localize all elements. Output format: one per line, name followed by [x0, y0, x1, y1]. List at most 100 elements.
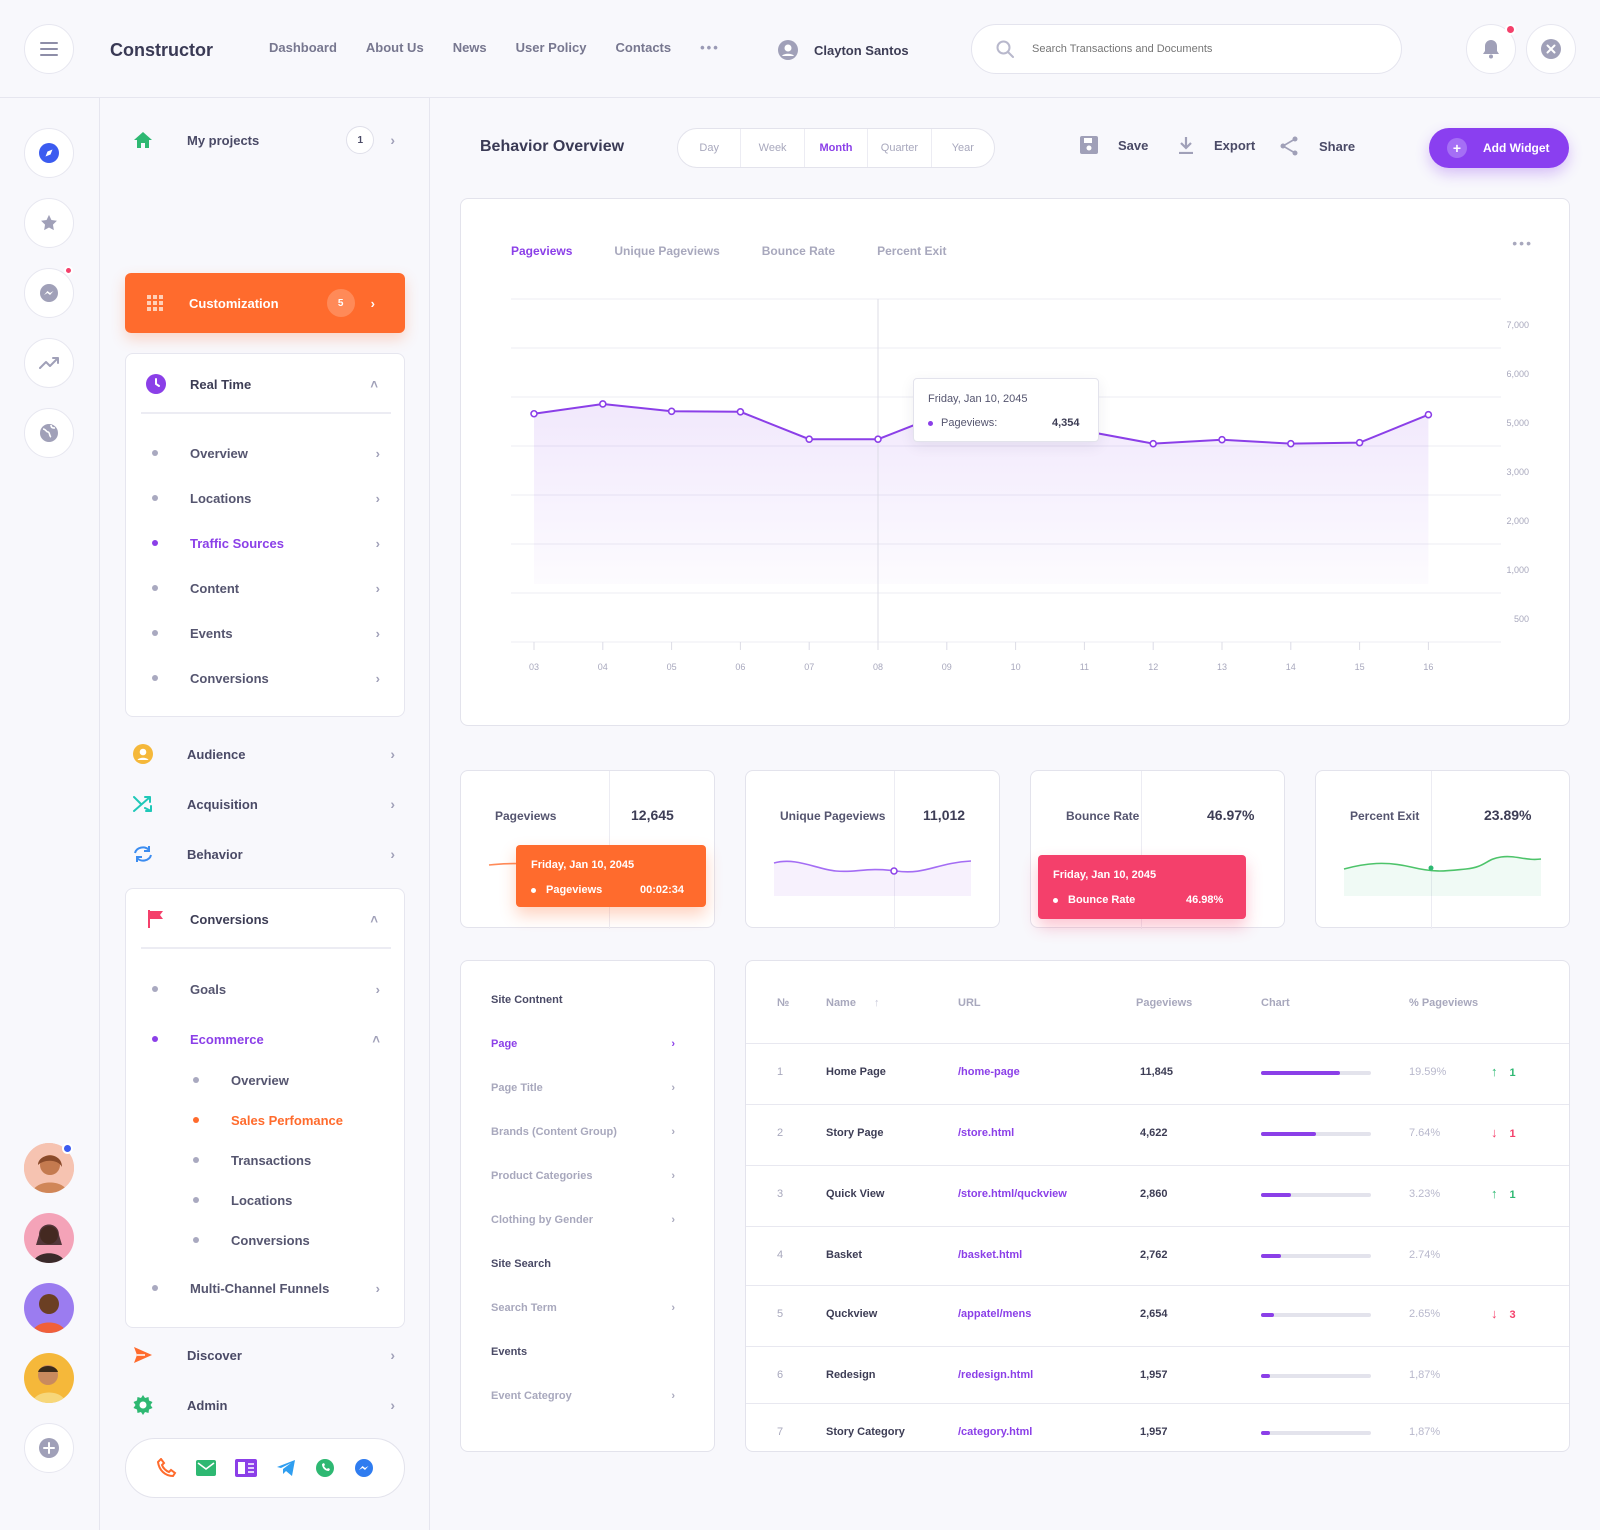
- phone-icon[interactable]: [156, 1458, 177, 1478]
- row-url[interactable]: /category.html: [958, 1426, 1033, 1438]
- row-url[interactable]: /basket.html: [958, 1249, 1023, 1261]
- nav-more-icon[interactable]: •••: [700, 40, 720, 55]
- table-row[interactable]: 7 Story Category/category.html 1,957 1,87%: [746, 1403, 1569, 1451]
- rail-trends-button[interactable]: [24, 338, 74, 388]
- sidebar-item-my-projects[interactable]: My projects 1 ›: [123, 120, 405, 160]
- sidebar-item-discover[interactable]: Discover ›: [123, 1335, 405, 1375]
- row-percent: 2.74%: [1409, 1249, 1441, 1261]
- chevron-right-icon: ›: [671, 1038, 675, 1050]
- save-button[interactable]: Save: [1080, 136, 1148, 154]
- sidebar: My projects 1 › Customization 5 › Real T…: [100, 98, 430, 1530]
- conversions-group: Conversions ˄ Goals › Ecommerce ˄ Overview…: [125, 888, 405, 1328]
- rail-messenger-button[interactable]: [24, 268, 74, 318]
- period-week[interactable]: Week: [741, 129, 805, 167]
- mail-icon[interactable]: [195, 1460, 216, 1476]
- sidebar-item-audience[interactable]: Audience ›: [123, 734, 405, 774]
- user-profile[interactable]: Clayton Santos: [778, 40, 909, 60]
- stat-label: Pageviews: [495, 809, 557, 823]
- col-name-label: Name: [826, 997, 856, 1009]
- content-row-page-title[interactable]: Page Title ›: [491, 1082, 675, 1094]
- search-input[interactable]: [1032, 43, 1362, 55]
- table-row[interactable]: 3 Quick View/store.html/quckview 2,860 3.23…: [746, 1165, 1569, 1225]
- tab-bounce-rate[interactable]: Bounce Rate: [761, 244, 836, 258]
- chevron-right-icon: ›: [671, 1170, 675, 1182]
- menu-button[interactable]: [24, 24, 74, 74]
- row-url[interactable]: /appatel/mens: [958, 1308, 1032, 1320]
- content-row-product-categories[interactable]: Product Categories ›: [491, 1170, 675, 1182]
- share-button[interactable]: Share: [1279, 136, 1355, 156]
- rail-explore-button[interactable]: [24, 128, 74, 178]
- stat-card-percent-exit[interactable]: Percent Exit 23.89%: [1315, 770, 1570, 929]
- nav-news[interactable]: News: [452, 40, 487, 55]
- content-row-clothing-by-gender[interactable]: Clothing by Gender ›: [491, 1214, 675, 1226]
- content-row-event-category[interactable]: Event Categroy ›: [491, 1390, 675, 1402]
- popup-value: 00:02:34: [640, 884, 685, 896]
- sidebar-item-behavior[interactable]: Behavior ›: [123, 834, 405, 874]
- sidebar-item-multi-channel-funnels[interactable]: Multi-Channel Funnels ›: [126, 1273, 406, 1303]
- table-row[interactable]: 5 Quckview/appatel/mens 2,654 2.65% ↓ 3: [746, 1285, 1569, 1345]
- nav-user-policy[interactable]: User Policy: [515, 40, 587, 55]
- save-icon: [1080, 136, 1098, 154]
- ecommerce-item-locations[interactable]: Locations: [126, 1185, 406, 1215]
- sidebar-item-events[interactable]: Events ›: [126, 618, 406, 648]
- sidebar-item-content[interactable]: Content ›: [126, 573, 406, 603]
- sidebar-item-traffic-sources[interactable]: Traffic Sources ›: [126, 528, 406, 558]
- sidebar-item-customization[interactable]: Customization 5 ›: [125, 273, 405, 333]
- chart-more-icon[interactable]: •••: [1512, 235, 1533, 251]
- ecommerce-item-overview[interactable]: Overview: [126, 1065, 406, 1095]
- row-url[interactable]: /home-page: [958, 1066, 1020, 1078]
- sidebar-item-locations[interactable]: Locations ›: [126, 483, 406, 513]
- row-url[interactable]: /store.html: [958, 1127, 1015, 1139]
- team-avatar-4[interactable]: [24, 1353, 74, 1403]
- period-year[interactable]: Year: [951, 142, 974, 154]
- stat-card-pageviews[interactable]: Pageviews 12,645 Friday, Jan 10, 2045 Pa…: [460, 770, 715, 929]
- table-row[interactable]: 1 Home Page/home-page 11,845 19.59% ↑ 1: [746, 1043, 1569, 1103]
- stat-card-unique-pageviews[interactable]: Unique Pageviews 11,012: [745, 770, 1000, 929]
- real-time-header[interactable]: Real Time ˄: [126, 369, 406, 399]
- tab-percent-exit[interactable]: Percent Exit: [877, 244, 947, 258]
- sidebar-item-conversions[interactable]: Conversions ›: [126, 663, 406, 693]
- period-day[interactable]: Day: [678, 129, 742, 167]
- col-name[interactable]: Name ↑: [826, 997, 879, 1009]
- export-button[interactable]: Export: [1178, 136, 1255, 154]
- table-row[interactable]: 6 Redesign/redesign.html 1,957 1,87%: [746, 1346, 1569, 1406]
- stat-card-bounce-rate[interactable]: Bounce Rate 46.97% Friday, Jan 10, 2045 …: [1030, 770, 1285, 929]
- whatsapp-icon[interactable]: [315, 1458, 335, 1478]
- table-row[interactable]: 4 Basket/basket.html 2,762 2.74%: [746, 1226, 1569, 1286]
- sidebar-item-acquisition[interactable]: Acquisition ›: [123, 784, 405, 824]
- ecommerce-item-sales-performance[interactable]: Sales Perfomance: [126, 1105, 406, 1135]
- content-row-page[interactable]: Page ›: [491, 1038, 675, 1050]
- ecommerce-item-transactions[interactable]: Transactions: [126, 1145, 406, 1175]
- add-widget-button[interactable]: + Add Widget: [1429, 128, 1569, 168]
- rail-globe-button[interactable]: [24, 408, 74, 458]
- period-quarter[interactable]: Quarter: [868, 129, 932, 167]
- messenger-icon[interactable]: [354, 1458, 374, 1478]
- team-avatar-1[interactable]: [24, 1143, 74, 1193]
- content-row-search-term[interactable]: Search Term ›: [491, 1302, 675, 1314]
- add-member-button[interactable]: [24, 1423, 74, 1473]
- sidebar-item-overview[interactable]: Overview ›: [126, 438, 406, 468]
- nav-contacts[interactable]: Contacts: [615, 40, 672, 55]
- period-month[interactable]: Month: [805, 129, 869, 167]
- sidebar-item-admin[interactable]: Admin ›: [123, 1385, 405, 1425]
- nav-about-us[interactable]: About Us: [365, 40, 424, 55]
- row-url[interactable]: /redesign.html: [958, 1369, 1034, 1381]
- news-icon[interactable]: [234, 1459, 257, 1477]
- ecommerce-item-conversions[interactable]: Conversions: [126, 1225, 406, 1255]
- tab-unique-pageviews[interactable]: Unique Pageviews: [614, 244, 720, 258]
- team-avatar-2[interactable]: [24, 1213, 74, 1263]
- col-percent-pageviews: % Pageviews: [1409, 997, 1479, 1009]
- rail-favorites-button[interactable]: [24, 198, 74, 248]
- conversions-header[interactable]: Conversions ˄: [126, 904, 406, 934]
- sidebar-item-ecommerce[interactable]: Ecommerce ˄: [126, 1024, 406, 1054]
- sidebar-item-goals[interactable]: Goals ›: [126, 974, 406, 1004]
- close-button[interactable]: [1526, 24, 1576, 74]
- tab-pageviews[interactable]: Pageviews: [511, 244, 573, 258]
- telegram-icon[interactable]: [276, 1459, 296, 1477]
- content-row-brands[interactable]: Brands (Content Group) ›: [491, 1126, 675, 1138]
- plus-circle-icon: [39, 1438, 59, 1458]
- row-url[interactable]: /store.html/quckview: [958, 1188, 1067, 1200]
- table-row[interactable]: 2 Story Page/store.html 4,622 7.64% ↓ 1: [746, 1104, 1569, 1164]
- nav-dashboard[interactable]: Dashboard: [269, 40, 337, 55]
- team-avatar-3[interactable]: [24, 1283, 74, 1333]
